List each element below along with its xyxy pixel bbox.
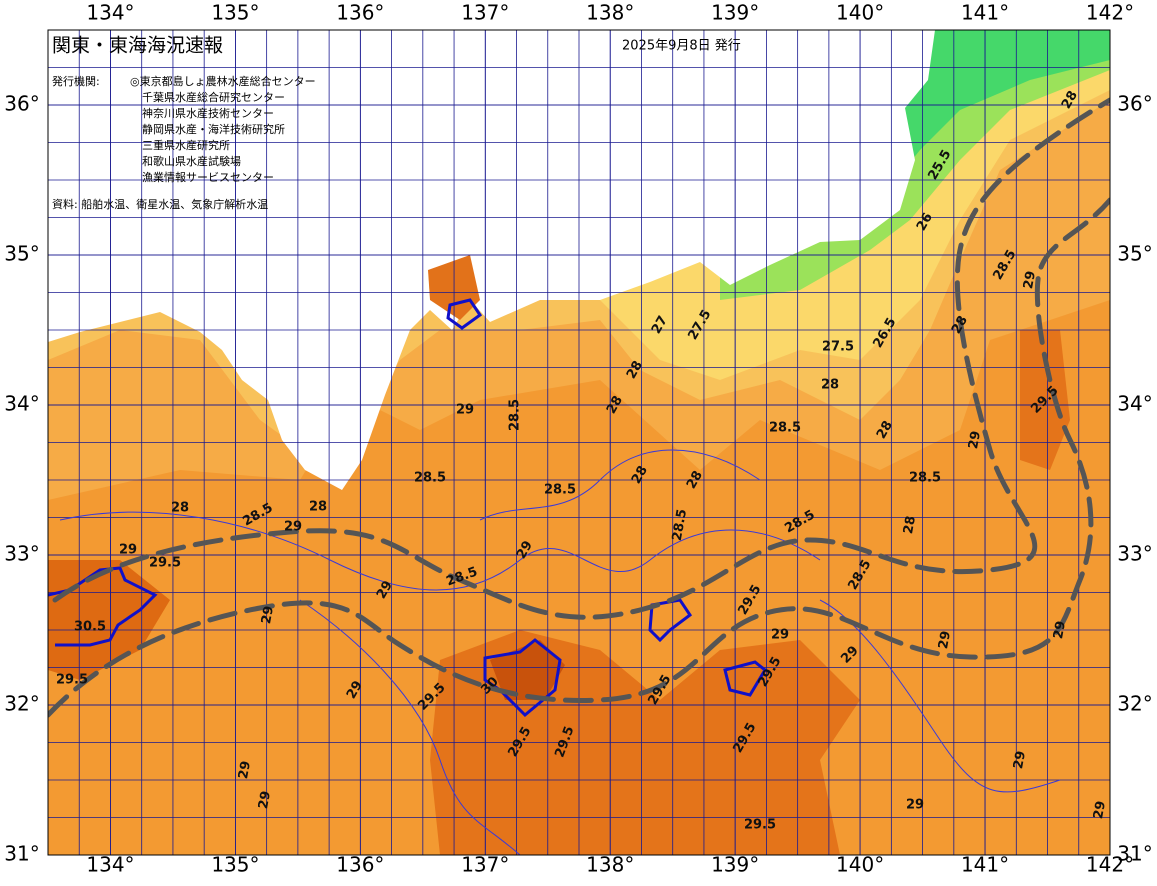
- lat-tick-label: 36°: [4, 92, 39, 116]
- issuer: 和歌山県水産試験場: [142, 154, 241, 168]
- issuer: ◎東京都島しょ農林水産総合センター: [130, 74, 316, 88]
- lat-tick-label: 33°: [4, 542, 39, 566]
- contour-label: 28.5: [769, 421, 801, 436]
- lat-tick-label: 31°: [1117, 842, 1152, 866]
- contour: [479, 449, 761, 521]
- contour: [59, 511, 821, 591]
- contour-label: 29: [966, 430, 984, 450]
- lon-tick-label: 137°: [461, 853, 509, 877]
- kuroshio-axis: [48, 97, 1110, 718]
- lon-tick-label: 142°: [1086, 1, 1134, 25]
- contour-label: 29: [1021, 270, 1039, 290]
- lon-tick-label: 142°: [1086, 853, 1134, 877]
- lat-tick-label: 31°: [4, 842, 39, 866]
- contour-label: 27.5: [822, 340, 854, 355]
- lon-tick-label: 138°: [586, 853, 634, 877]
- contour-label: 28.5: [544, 483, 576, 498]
- issuer: 千葉県水産総合研究センター: [142, 90, 285, 104]
- lat-tick-label: 32°: [1117, 692, 1152, 716]
- contour-30: [483, 638, 562, 718]
- issuer: 神奈川県水産技術センター: [142, 106, 274, 120]
- lon-tick-label: 135°: [211, 853, 259, 877]
- lon-tick-label: 137°: [461, 1, 509, 25]
- land: [48, 30, 935, 490]
- date: 2025年9月8日 発行: [622, 39, 741, 54]
- lon-tick-label: 136°: [336, 1, 384, 25]
- contour-label: 29: [284, 520, 302, 535]
- lon-tick-label: 136°: [336, 853, 384, 877]
- lon-tick-label: 141°: [961, 853, 1009, 877]
- lat-tick-label: 35°: [4, 242, 39, 266]
- grid: [48, 30, 1110, 855]
- contour-label: 29: [1051, 620, 1069, 640]
- contour-label: 29: [236, 760, 254, 780]
- ticks: 134° 134° 135° 135° 136° 136° 137° 137° 138° 138°…: [4, 1, 1152, 877]
- issuers: ◎東京都島しょ農林水産総合センター千葉県水産総合研究センター神奈川県水産技術セン…: [130, 74, 316, 184]
- contour-label: 29: [771, 628, 789, 643]
- contour-label: 28: [309, 500, 327, 515]
- lon-tick-label: 141°: [961, 1, 1009, 25]
- contour-label: 28.5: [909, 471, 941, 486]
- lat-tick-label: 36°: [1117, 92, 1152, 116]
- contour-label: 28.5: [414, 471, 446, 486]
- contour-label: 29.5: [149, 556, 181, 571]
- lat-tick-label: 32°: [4, 692, 39, 716]
- contour-label: 30.5: [74, 620, 106, 635]
- contour: [819, 599, 1061, 793]
- lon-tick-label: 135°: [211, 1, 259, 25]
- kuroshio-line: [52, 97, 1110, 620]
- contour-label: 29: [259, 605, 277, 625]
- contour-label: 28.5: [670, 508, 690, 542]
- lon-tick-label: 139°: [711, 1, 759, 25]
- contour-label: 29: [906, 798, 924, 813]
- lon-tick-label: 134°: [86, 1, 134, 25]
- contour-30: [446, 298, 483, 330]
- contour-30: [648, 598, 693, 643]
- map-body: 29 28.528.528.528 28.5 29282929.528.5292929…: [48, 30, 1110, 855]
- lon-tick-label: 140°: [836, 853, 884, 877]
- sea-hot: [1020, 330, 1070, 470]
- lat-tick-label: 34°: [4, 392, 39, 416]
- contour-label: 29.5: [56, 673, 88, 688]
- lat-tick-label: 35°: [1117, 242, 1152, 266]
- lon-tick-label: 140°: [836, 1, 884, 25]
- title: 関東・東海海況速報: [52, 35, 223, 57]
- contour-label: 28: [901, 515, 919, 535]
- contour-label: 28.5: [508, 399, 523, 431]
- contour-label: 28: [171, 501, 189, 516]
- contour-label: 29: [119, 543, 137, 558]
- contour-labels: 29 28.528.528.528 28.5 29282929.528.5292929…: [56, 88, 1109, 832]
- lon-tick-label: 134°: [86, 853, 134, 877]
- kuroshio-line: [48, 197, 1110, 718]
- source: 資料: 船舶水温、衛星水温、気象庁解析水温: [52, 197, 268, 211]
- contour-label: 29: [1011, 750, 1029, 770]
- map-frame: [47, 29, 1111, 856]
- contour-label: 29: [256, 790, 274, 810]
- contour-label: 29: [936, 630, 954, 650]
- contour-label: 29: [1091, 800, 1109, 820]
- issuer: 静岡県水産・海洋技術研究所: [142, 122, 285, 136]
- issuer: 三重県水産研究所: [142, 138, 230, 152]
- contour: [299, 599, 521, 855]
- contour-label: 29.5: [744, 818, 776, 833]
- contour-label: 28: [821, 378, 839, 393]
- issuer: 漁業情報サービスセンター: [142, 170, 274, 184]
- lat-tick-label: 33°: [1117, 542, 1152, 566]
- contours: [59, 449, 1061, 855]
- issuer-label: 発行機関:: [52, 74, 100, 88]
- sea-green-dark: [880, 30, 1110, 200]
- contour-label: 29: [456, 403, 474, 418]
- lat-tick-label: 34°: [1117, 392, 1152, 416]
- contour-30: [723, 660, 767, 697]
- lon-tick-label: 138°: [586, 1, 634, 25]
- lon-tick-label: 139°: [711, 853, 759, 877]
